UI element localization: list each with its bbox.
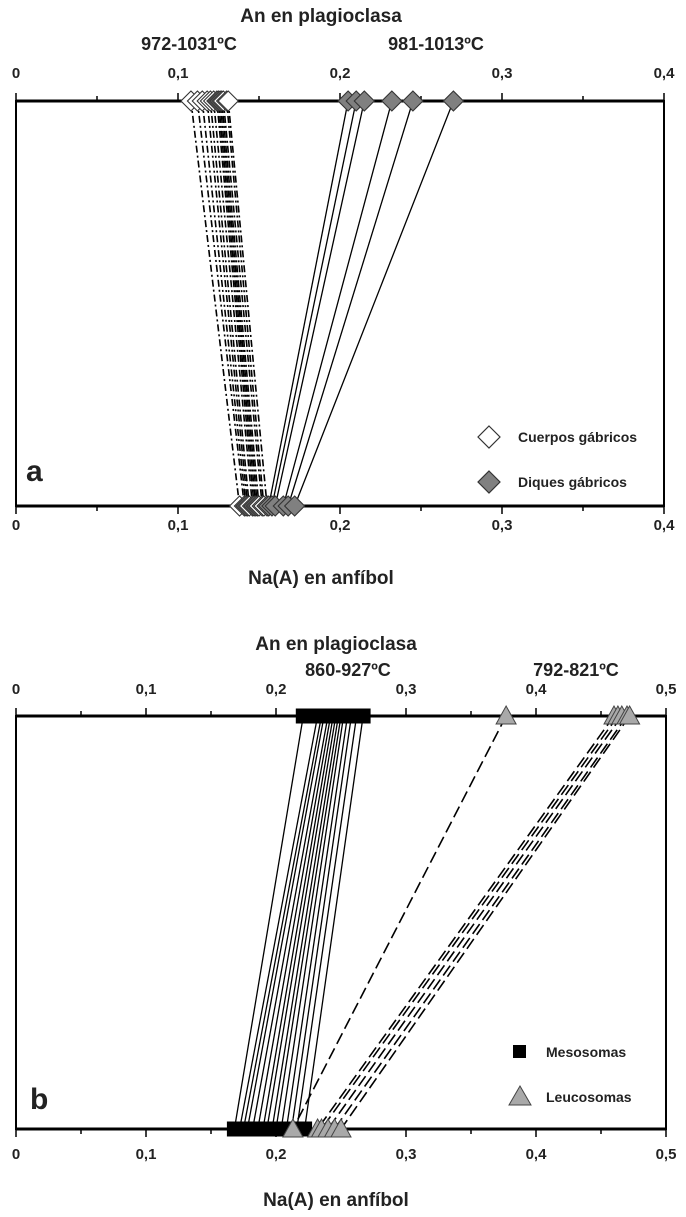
panel-a-label: a xyxy=(26,455,43,488)
tie-line-series0-13 xyxy=(296,715,358,1130)
marker-bottom-series1-5 xyxy=(330,1117,352,1138)
bottom-tick-label-4: 0,4 xyxy=(526,1146,548,1163)
panel-a-temp-label-1: 972-1031ºC xyxy=(141,34,237,54)
marker-bottom-series1-0 xyxy=(282,1117,304,1138)
marker-top-series0-0 xyxy=(295,708,311,724)
panel-a: An en plagioclasa 972-1031ºC 981-1013ºC … xyxy=(12,6,675,589)
tie-line-series0-5 xyxy=(212,100,254,507)
tie-line-series0-7 xyxy=(266,715,337,1130)
tie-line-series0-6 xyxy=(262,715,334,1130)
bottom-tick-label-2: 0,2 xyxy=(330,517,351,534)
marker-top-series1-3 xyxy=(381,90,403,112)
panel-b-bottom-ticks: 0 0,1 0,2 0,3 0,4 0,5 xyxy=(12,1129,677,1163)
top-tick-label-1: 0,1 xyxy=(168,65,189,82)
top-tick-label-0: 0 xyxy=(12,681,20,698)
top-tick-label-1: 0,1 xyxy=(136,681,157,698)
top-tick-label-4: 0,4 xyxy=(654,65,676,82)
tie-line-series0-0 xyxy=(233,715,304,1130)
panel-a-bottom-ticks: 0 0,1 0,2 0,3 0,4 xyxy=(12,506,675,534)
bottom-tick-label-1: 0,1 xyxy=(168,517,189,534)
tie-line-series0-4 xyxy=(251,715,329,1130)
tie-line-series1-5 xyxy=(340,715,631,1130)
tie-line-series1-2 xyxy=(274,100,365,507)
tie-line-series0-8 xyxy=(271,715,340,1130)
legend-diamond-open-icon xyxy=(477,425,501,449)
bottom-tick-label-1: 0,1 xyxy=(136,1146,157,1163)
marker-top-series0-12 xyxy=(217,90,239,112)
bottom-tick-label-4: 0,4 xyxy=(654,517,676,534)
bottom-tick-label-5: 0,5 xyxy=(656,1146,677,1163)
top-tick-label-3: 0,3 xyxy=(396,681,417,698)
tie-line-series1-0 xyxy=(292,715,507,1130)
tie-line-series0-12 xyxy=(290,715,353,1130)
tie-line-series0-3 xyxy=(246,715,325,1130)
panel-a-markers xyxy=(180,90,465,517)
marker-top-series1-4 xyxy=(402,90,424,112)
panel-b-markers xyxy=(226,704,641,1138)
panel-b-legend: Mesosomas Leucosomas xyxy=(508,1044,632,1106)
marker-top-series1-0 xyxy=(495,704,517,725)
panel-b-temp-label-1: 860-927ºC xyxy=(305,660,391,680)
marker-top-series1-2 xyxy=(353,90,376,112)
tie-line-series1-4 xyxy=(333,715,628,1130)
legend-triangle-icon xyxy=(508,1085,532,1106)
tie-line-series1-5 xyxy=(294,100,455,507)
bottom-tick-label-0: 0 xyxy=(12,1146,20,1163)
tie-line-series1-4 xyxy=(287,100,414,507)
tie-line-series1-3 xyxy=(282,100,393,507)
legend-square-icon xyxy=(513,1045,526,1058)
panel-a-bottom-axis-title: Na(A) en anfíbol xyxy=(248,568,394,589)
bottom-tick-label-3: 0,3 xyxy=(492,517,513,534)
panel-a-tie-lines xyxy=(190,100,455,507)
panel-b-frame xyxy=(15,715,667,1130)
marker-top-series1-5 xyxy=(618,704,641,725)
top-tick-label-2: 0,2 xyxy=(330,65,351,82)
marker-bottom-series1-5 xyxy=(283,495,306,517)
legend-label-leucosomas: Leucosomas xyxy=(546,1089,632,1105)
tie-line-series0-1 xyxy=(196,100,246,507)
tie-line-series0-10 xyxy=(280,715,345,1130)
tie-line-series0-11 xyxy=(285,715,349,1130)
marker-top-series1-5 xyxy=(442,90,465,112)
panel-a-top-axis-title: An en plagioclasa xyxy=(240,6,402,27)
panel-b-temp-label-2: 792-821ºC xyxy=(533,660,619,680)
top-tick-label-0: 0 xyxy=(12,65,20,82)
tie-line-series0-9 xyxy=(275,715,342,1130)
panel-b-tie-lines xyxy=(233,715,631,1130)
tie-line-series0-5 xyxy=(257,715,332,1130)
legend-label-mesosomas: Mesosomas xyxy=(546,1044,626,1060)
tie-line-series0-2 xyxy=(242,715,323,1130)
tie-line-series1-1 xyxy=(271,100,357,507)
tie-line-series0-14 xyxy=(303,715,364,1130)
bottom-tick-label-0: 0 xyxy=(12,517,20,534)
top-tick-label-4: 0,4 xyxy=(526,681,548,698)
bottom-tick-label-3: 0,3 xyxy=(396,1146,417,1163)
panel-a-top-ticks: 0 0,1 0,2 0,3 0,4 xyxy=(12,65,675,101)
panel-b-label: b xyxy=(30,1083,48,1116)
tie-line-series0-9 xyxy=(220,100,260,507)
top-tick-label-5: 0,5 xyxy=(656,681,677,698)
top-tick-label-3: 0,3 xyxy=(492,65,513,82)
top-tick-label-2: 0,2 xyxy=(266,681,287,698)
marker-top-series0-14 xyxy=(355,708,371,724)
tie-line-series0-1 xyxy=(238,715,319,1130)
tie-line-series0-12 xyxy=(227,100,268,507)
legend-label-diques: Diques gábricos xyxy=(518,474,627,490)
tie-line-series1-0 xyxy=(268,100,349,507)
panel-a-frame xyxy=(15,100,665,507)
tie-line-series1-2 xyxy=(320,715,619,1130)
panel-b-top-axis-title: An en plagioclasa xyxy=(255,634,417,655)
legend-diamond-filled-icon xyxy=(477,470,501,494)
panel-a-legend: Cuerpos gábricos Diques gábricos xyxy=(477,425,637,494)
tie-line-series0-6 xyxy=(216,100,255,507)
panel-a-temp-label-2: 981-1013ºC xyxy=(388,34,484,54)
bottom-tick-label-2: 0,2 xyxy=(266,1146,287,1163)
legend-label-cuerpos: Cuerpos gábricos xyxy=(518,429,637,445)
tie-line-series1-1 xyxy=(316,715,615,1130)
panel-b-bottom-axis-title: Na(A) en anfíbol xyxy=(263,1190,409,1211)
